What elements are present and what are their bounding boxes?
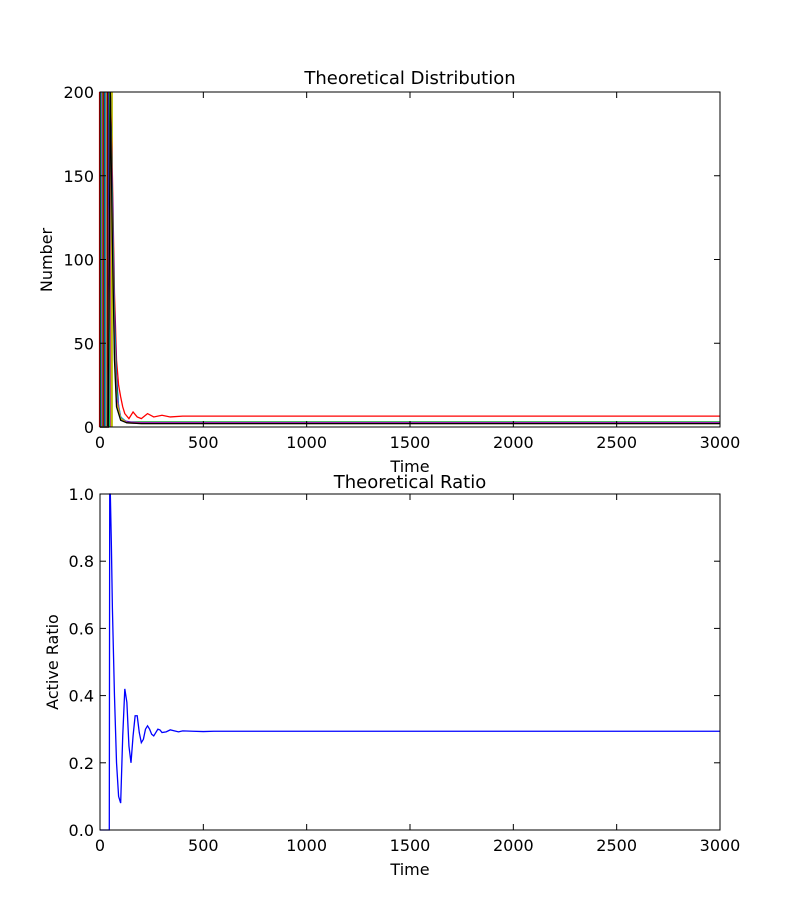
chart-title: Theoretical Ratio xyxy=(333,472,487,493)
series-line xyxy=(100,493,720,831)
series-line xyxy=(100,91,720,428)
x-tick-label: 3000 xyxy=(700,433,741,452)
x-axis-label: Time xyxy=(389,457,429,476)
x-tick-label: 0 xyxy=(95,433,105,452)
axis-ticks: 0 500 1000 1500 2000 2500 3000 0 50 100 150 200 xyxy=(63,83,740,452)
series-line xyxy=(100,91,720,428)
y-tick-label: 1.0 xyxy=(69,485,94,504)
series-line xyxy=(100,91,720,428)
plot-frame xyxy=(99,91,721,428)
x-tick-label: 2500 xyxy=(596,836,637,855)
x-tick-label: 2000 xyxy=(493,433,534,452)
chart-title: Theoretical Distribution xyxy=(303,68,515,89)
plot-area xyxy=(98,91,720,428)
y-tick-label: 0.4 xyxy=(69,687,94,706)
series-line xyxy=(100,91,720,428)
x-tick-label: 500 xyxy=(188,836,219,855)
plot-frame xyxy=(99,493,721,831)
x-tick-label: 2500 xyxy=(596,433,637,452)
series-line xyxy=(100,91,720,428)
x-tick-label: 1500 xyxy=(390,433,431,452)
series-line xyxy=(100,91,720,428)
y-tick-label: 0.6 xyxy=(69,619,94,638)
ratio-chart: Theoretical Ratio Time Active Ratio 0 500… xyxy=(43,472,740,879)
x-tick-label: 1000 xyxy=(286,433,327,452)
x-tick-label: 2000 xyxy=(493,836,534,855)
x-tick-label: 3000 xyxy=(700,836,741,855)
y-tick-label: 0 xyxy=(84,418,94,437)
y-axis-label: Active Ratio xyxy=(43,614,62,710)
x-tick-label: 500 xyxy=(188,433,219,452)
y-tick-label: 50 xyxy=(74,334,94,353)
plot-area xyxy=(100,493,720,831)
y-tick-label: 0.8 xyxy=(69,552,94,571)
series-line xyxy=(100,91,720,428)
y-tick-label: 0.2 xyxy=(69,754,94,773)
y-tick-label: 0.0 xyxy=(69,821,94,840)
axis-ticks: 0 500 1000 1500 2000 2500 3000 0.0 0.2 0.4 0.6 0.8 1… xyxy=(69,485,741,855)
x-tick-label: 1500 xyxy=(390,836,431,855)
y-tick-label: 200 xyxy=(63,83,94,102)
x-tick-label: 0 xyxy=(95,836,105,855)
y-tick-label: 150 xyxy=(63,167,94,186)
y-tick-label: 100 xyxy=(63,251,94,270)
x-axis-label: Time xyxy=(389,860,429,879)
distribution-chart: Theoretical Distribution Time Number 0 50… xyxy=(37,68,740,476)
x-tick-label: 1000 xyxy=(286,836,327,855)
y-axis-label: Number xyxy=(37,227,56,292)
